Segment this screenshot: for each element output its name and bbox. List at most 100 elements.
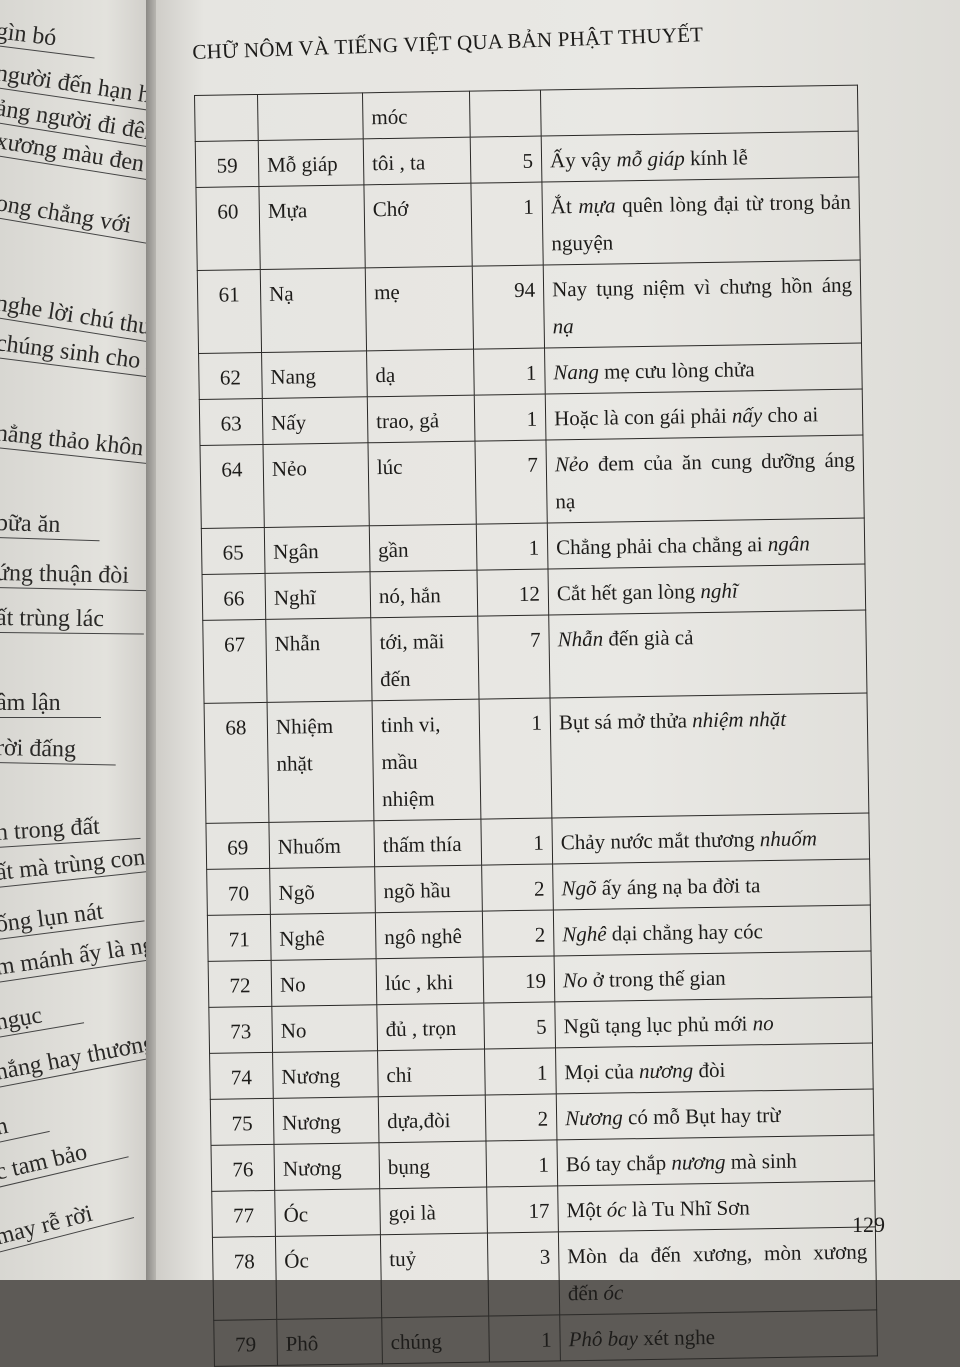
cell-meaning: gọi là xyxy=(379,1187,488,1235)
cell-meaning: bụng xyxy=(378,1141,487,1189)
example-text: đem của ăn cung dưỡng áng nạ xyxy=(555,447,855,514)
example-text: ở trong thế gian xyxy=(587,965,726,992)
example-text: Ngũ tạng lục phủ mới xyxy=(563,1011,753,1039)
left-page: gìn bó người đến hạn hỏi ảng người đi đêm x… xyxy=(0,0,152,1280)
example-text: mà sinh xyxy=(725,1148,797,1174)
example-emphasis: No xyxy=(562,967,588,993)
cell-count: 2 xyxy=(481,863,554,912)
example-text: Bó tay chắp xyxy=(565,1150,672,1177)
cell-meaning: đủ , trọn xyxy=(376,1003,485,1051)
cell-example xyxy=(540,85,859,137)
example-text: kính lễ xyxy=(684,145,748,171)
example-emphasis: nghĩ xyxy=(700,578,738,604)
example-emphasis: nấy xyxy=(731,403,763,428)
left-page-line: ứng thuận đòi xyxy=(0,560,152,592)
cell-example: Ắt mựa quên lòng đại từ trong bản nguyện xyxy=(541,177,861,266)
cell-count: 1 xyxy=(473,348,546,396)
table-row: 67 Nhẫn tới, mãi đến 7 Nhẫn đến già cả xyxy=(202,610,867,704)
cell-count: 94 xyxy=(472,265,545,350)
cell-no: 71 xyxy=(207,914,272,962)
example-text: Cắt hết gan lòng xyxy=(556,579,701,606)
cell-count: 1 xyxy=(479,697,552,820)
cell-word: Mỗ giáp xyxy=(258,138,364,187)
cell-meaning: tôi , ta xyxy=(363,137,471,185)
cell-no: 61 xyxy=(197,269,262,354)
cell-count: 1 xyxy=(474,394,546,442)
cell-word: Nẻo xyxy=(262,442,370,528)
cell-count: 2 xyxy=(485,1093,557,1142)
example-text: xét nghe xyxy=(637,1324,716,1351)
example-emphasis: ngân xyxy=(767,531,810,557)
cell-word: Mựa xyxy=(258,184,366,270)
cell-no: 77 xyxy=(211,1190,276,1238)
example-emphasis: óc xyxy=(603,1280,624,1305)
example-emphasis: nhuốm xyxy=(759,826,818,852)
cell-example: Chảy nước mắt thương nhuốm xyxy=(551,812,870,864)
cell-example: Ấy vậy mỗ giáp kính lễ xyxy=(541,131,859,183)
cell-no: 67 xyxy=(202,619,268,704)
cell-count: 1 xyxy=(488,1314,561,1363)
cell-example: Mòn da đến xương, mòn xương đến óc xyxy=(558,1226,877,1315)
cell-example: No ở trong thế gian xyxy=(554,950,872,1002)
cell-example: Ngũ tạng lục phủ mới no xyxy=(554,996,873,1048)
cell-word: Nghĩ xyxy=(265,571,371,620)
cell-count xyxy=(469,90,542,138)
example-emphasis: nạ xyxy=(552,314,574,339)
cell-word: Ngõ xyxy=(269,866,376,915)
left-page-line: ong chẳng với xyxy=(0,190,152,248)
example-emphasis: Phô bay xyxy=(568,1326,639,1352)
cell-example: Hoặc là con gái phải nấy cho ai xyxy=(545,389,863,441)
cell-word: Nấy xyxy=(262,396,368,445)
cell-word: Nhẫn xyxy=(265,617,373,703)
table-row: 68 Nhiệm nhặt tinh vi, mầu nhiệm 1 Bụt sá mở… xyxy=(204,693,869,824)
example-text: dại chẳng hay cóc xyxy=(606,919,763,946)
cell-count: 1 xyxy=(476,523,548,571)
table-row: 60 Mựa Chớ 1 Ắt mựa quên lòng đại từ trong b… xyxy=(195,177,861,271)
example-emphasis: nương xyxy=(671,1149,726,1175)
cell-example: Nẻo đem của ăn cung dưỡng áng nạ xyxy=(545,435,865,524)
cell-count: 1 xyxy=(484,1047,557,1096)
cell-count: 17 xyxy=(486,1185,559,1234)
cell-count: 1 xyxy=(480,817,553,866)
example-emphasis: Nhẫn xyxy=(557,626,604,652)
cell-word: Óc xyxy=(274,1188,381,1237)
cell-no: 72 xyxy=(208,960,272,1008)
cell-word: Óc xyxy=(275,1234,382,1320)
cell-meaning: chúng xyxy=(381,1316,490,1364)
cell-example: Nay tụng niệm vì chưng hồn áng nạ xyxy=(543,260,862,349)
left-page-line: bữa ăn xyxy=(0,510,101,542)
table-row: 64 Nẻo lúc 7 Nẻo đem của ăn cung dưỡng áng n… xyxy=(200,435,865,529)
cell-meaning: ngõ hầu xyxy=(374,865,483,913)
left-page-line: âm lận xyxy=(0,690,101,718)
cell-no: 64 xyxy=(200,444,265,529)
cell-no: 66 xyxy=(202,573,266,621)
cell-word: Nang xyxy=(261,350,368,399)
cell-example: Phô bay xét nghe xyxy=(559,1309,878,1361)
cell-count: 5 xyxy=(470,136,542,184)
cell-meaning: lúc xyxy=(367,441,477,526)
cell-meaning: tuỷ xyxy=(380,1233,489,1318)
left-page-line: rời đấng xyxy=(0,735,117,766)
cell-example: Nương có mỗ Bụt hay trừ xyxy=(556,1088,874,1140)
cell-meaning: tới, mãi đến xyxy=(370,616,480,701)
cell-no: 76 xyxy=(211,1144,275,1192)
cell-meaning: gần xyxy=(369,524,477,572)
example-emphasis: mựa xyxy=(578,193,616,218)
example-emphasis: mỗ giáp xyxy=(616,146,685,172)
cell-no: 78 xyxy=(212,1236,277,1321)
cell-count: 5 xyxy=(483,1001,556,1050)
cell-example: Ngõ ấy áng nạ ba đời ta xyxy=(552,858,871,910)
table-row: 78 Óc tuỷ 3 Mòn da đến xương, mòn xương đến … xyxy=(212,1226,877,1321)
cell-meaning: dạ xyxy=(366,349,475,397)
cell-example: Bó tay chắp nương mà sinh xyxy=(556,1134,875,1186)
example-emphasis: Nương xyxy=(564,1105,623,1131)
cell-word: No xyxy=(271,958,377,1007)
example-emphasis: Nghê xyxy=(562,921,607,947)
cell-meaning: mẹ xyxy=(365,266,474,351)
example-text: Một xyxy=(566,1197,608,1223)
cell-example: Một óc là Tu Nhĩ Sơn xyxy=(557,1180,876,1232)
cell-no xyxy=(194,94,259,142)
cell-meaning: lúc , khi xyxy=(376,957,484,1005)
example-text: Ấy vậy xyxy=(549,147,617,173)
cell-count: 12 xyxy=(476,568,549,617)
